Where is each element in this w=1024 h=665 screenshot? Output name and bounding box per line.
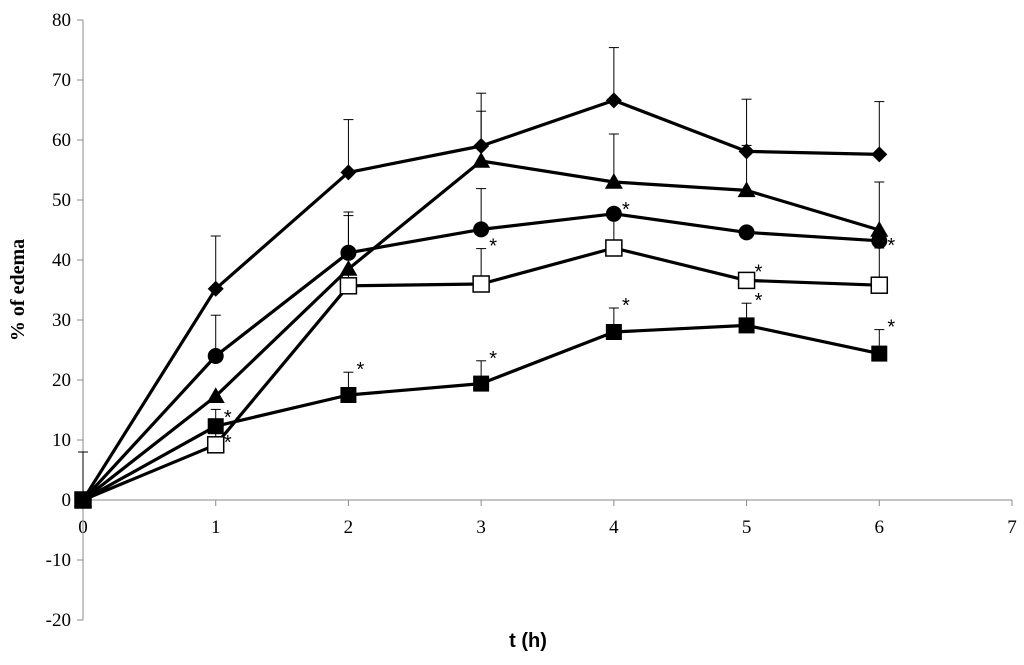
marker-square-filled — [605, 324, 622, 340]
significance-star: * — [224, 432, 232, 454]
y-tick-label: 60 — [52, 130, 71, 151]
significance-star: * — [755, 261, 763, 283]
x-axis-title: t (h) — [509, 630, 547, 652]
y-tick-label: 50 — [52, 190, 71, 211]
marker-square-filled — [340, 387, 357, 403]
y-axis-ticks: 80 70 60 50 40 30 20 10 0 -10 -20 — [46, 10, 83, 631]
y-tick-label: 40 — [52, 250, 71, 271]
significance-star: * — [887, 235, 895, 257]
marker-diamond — [738, 143, 755, 160]
significance-star: * — [887, 317, 895, 339]
marker-triangle — [206, 387, 225, 403]
significance-star: * — [489, 236, 497, 258]
significance-star: * — [489, 348, 497, 370]
marker-square-filled — [207, 418, 224, 435]
error-bars — [78, 47, 885, 500]
x-tick-label: 4 — [609, 517, 619, 538]
y-tick-label: -20 — [46, 610, 71, 631]
marker-square-filled — [738, 317, 755, 334]
marker-diamond — [207, 280, 224, 297]
y-tick-label: -10 — [46, 550, 71, 571]
marker-triangle — [472, 152, 491, 168]
y-tick-label: 0 — [62, 490, 72, 511]
significance-star: * — [224, 407, 232, 429]
x-tick-label: 1 — [211, 517, 221, 538]
marker-circle — [340, 244, 357, 261]
x-tick-label: 3 — [476, 517, 486, 538]
marker-square-open — [870, 276, 889, 294]
marker-triangle — [339, 260, 358, 276]
marker-circle — [473, 221, 490, 238]
series-markers — [74, 92, 889, 509]
marker-circle — [871, 232, 888, 249]
significance-star: * — [622, 295, 630, 317]
marker-square-filled — [473, 375, 490, 392]
marker-square-open — [737, 271, 756, 290]
x-tick-label: 6 — [875, 517, 885, 538]
marker-square-filled — [871, 345, 888, 362]
marker-triangle — [870, 221, 889, 237]
marker-square-open — [472, 275, 490, 293]
marker-diamond — [340, 164, 357, 181]
x-tick-label: 7 — [1007, 517, 1017, 538]
marker-diamond — [605, 92, 622, 109]
marker-square-filled — [75, 492, 91, 508]
x-tick-label: 2 — [344, 517, 354, 538]
significance-star: * — [755, 290, 763, 312]
series-line-square-filled — [82, 323, 880, 502]
y-tick-label: 70 — [52, 70, 71, 91]
marker-square-open — [206, 436, 225, 454]
marker-square-open — [339, 277, 358, 295]
axes — [82, 20, 1012, 620]
marker-circle — [738, 224, 755, 241]
significance-star: * — [357, 359, 365, 381]
marker-circle — [605, 205, 622, 222]
significance-star: * — [622, 199, 630, 221]
x-tick-label: 5 — [742, 517, 752, 538]
y-tick-label: 80 — [52, 10, 71, 31]
y-tick-label: 20 — [52, 370, 71, 391]
marker-diamond — [473, 138, 490, 154]
marker-diamond — [871, 146, 888, 163]
marker-triangle — [604, 173, 623, 189]
y-axis-title: % of edema — [7, 239, 29, 341]
y-tick-label: 30 — [52, 310, 71, 331]
marker-circle — [207, 348, 224, 364]
significance-markers: * * * * * * * * * * * — [224, 199, 896, 454]
marker-square-open — [605, 239, 623, 257]
marker-triangle — [737, 181, 756, 198]
y-tick-label: 10 — [52, 430, 71, 451]
